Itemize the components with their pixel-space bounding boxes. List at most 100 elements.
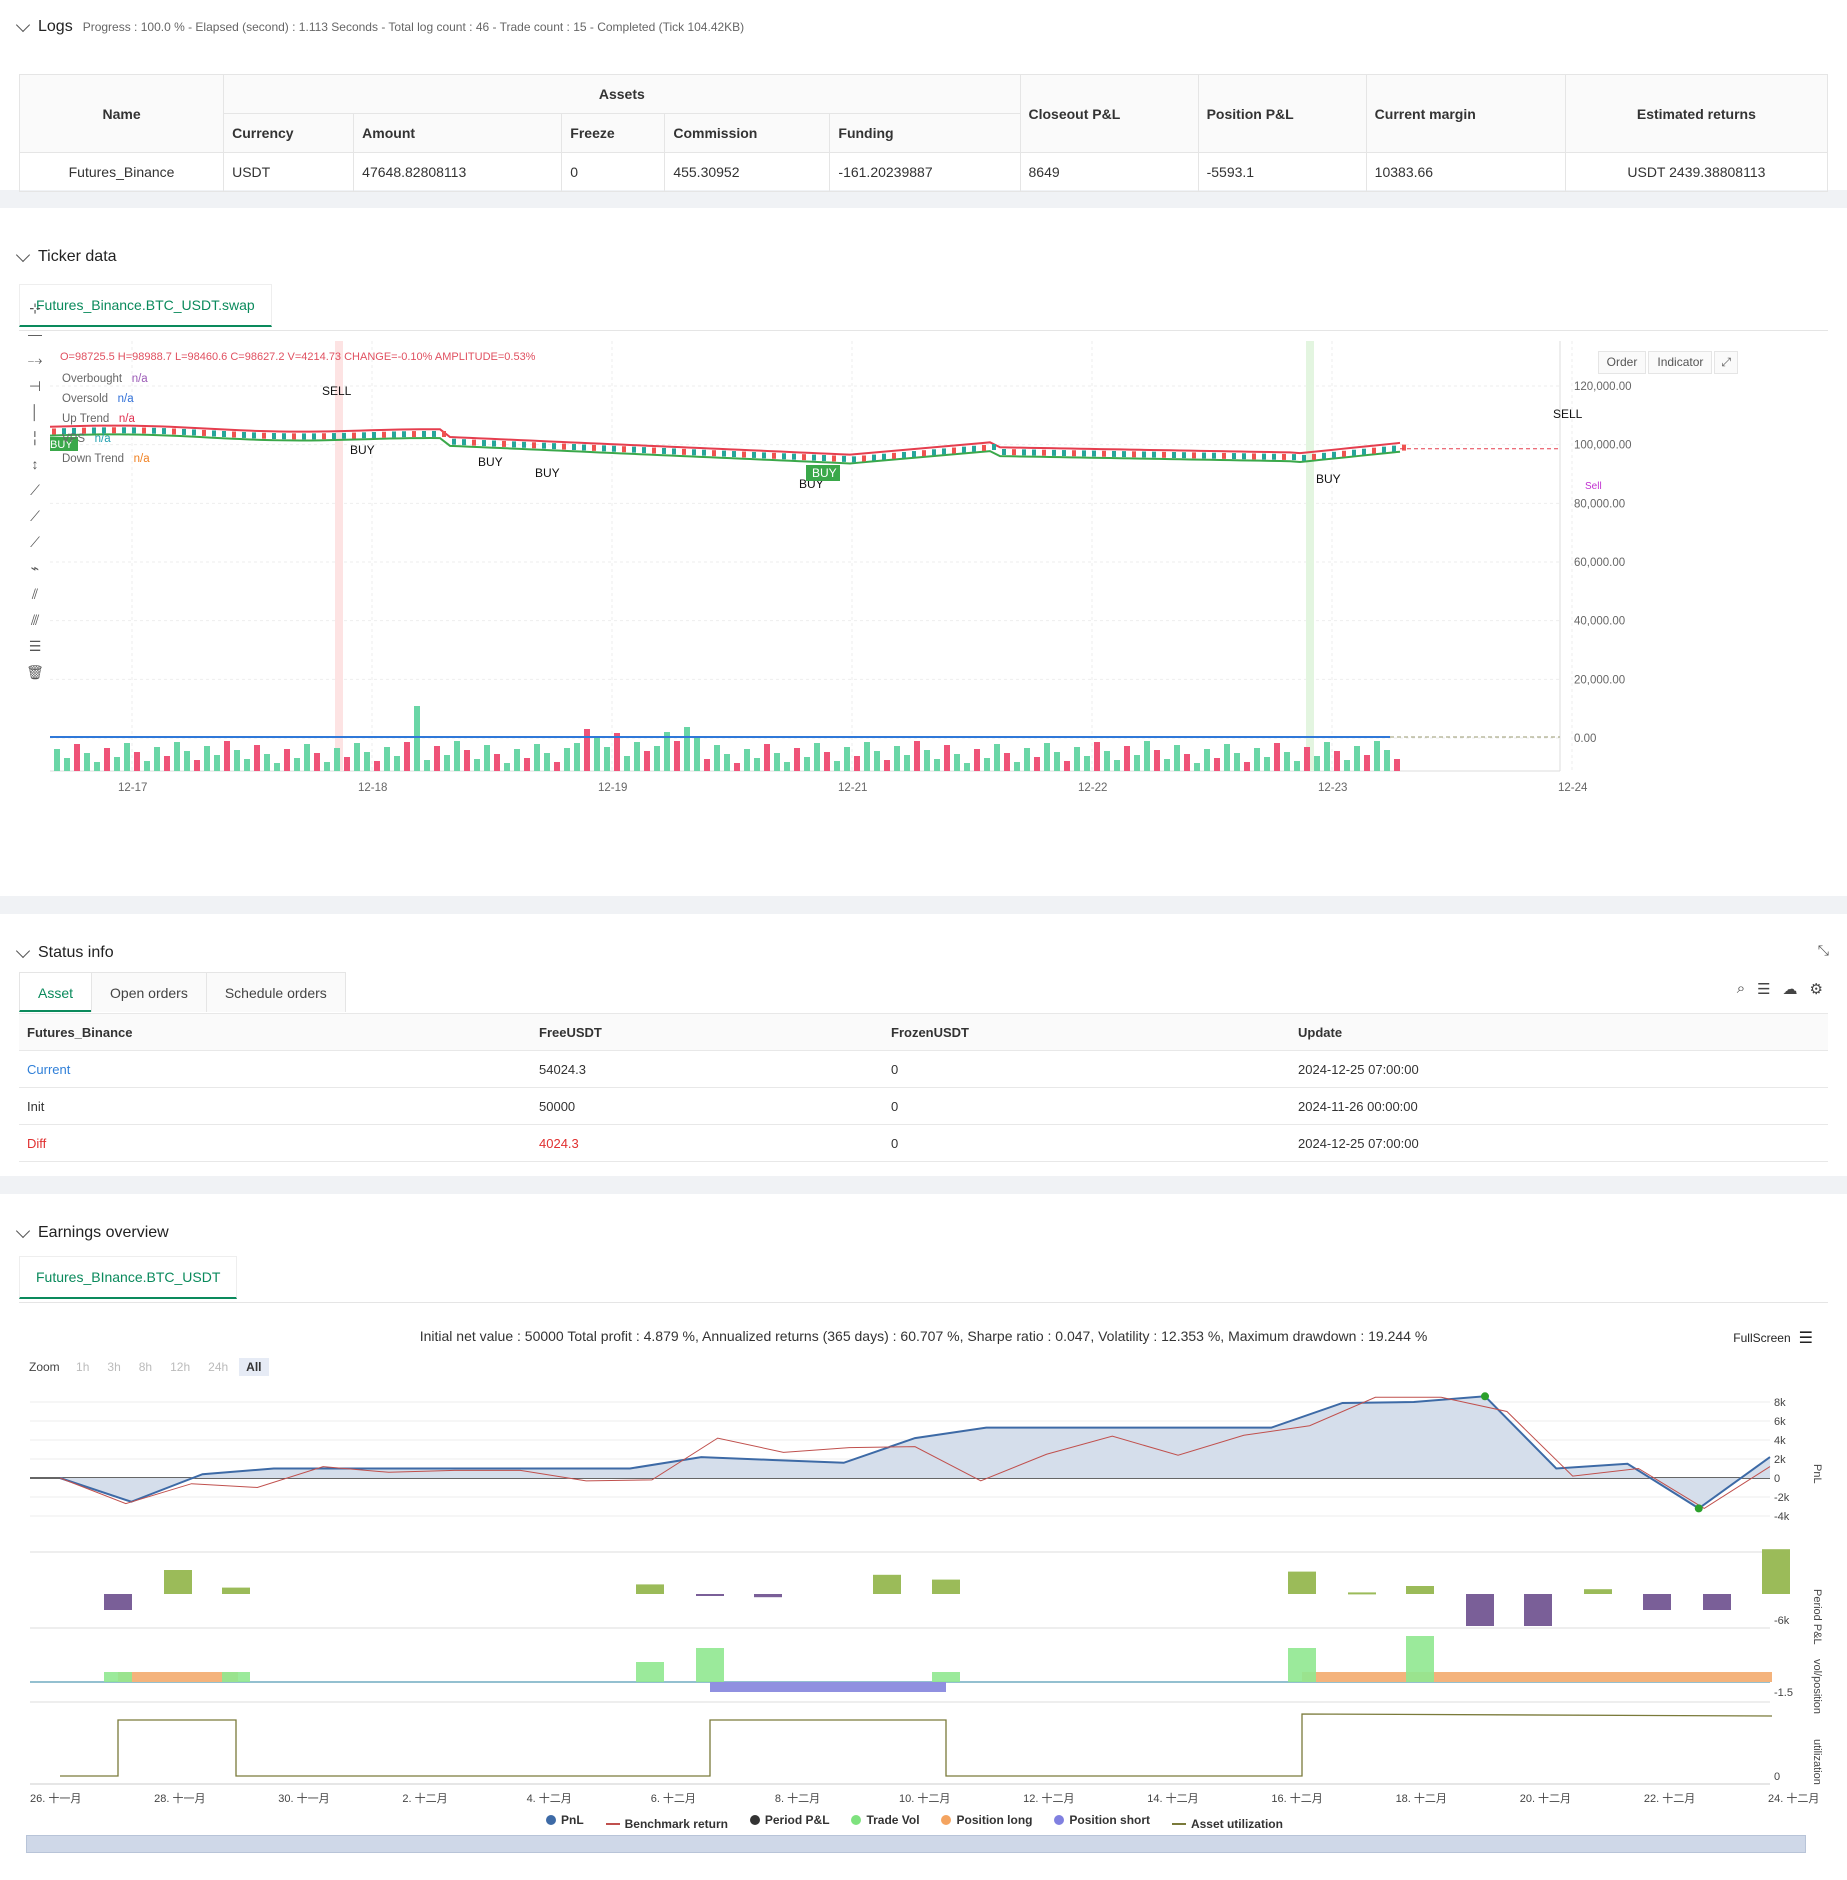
candle: [822, 455, 826, 462]
candle: [972, 445, 976, 452]
candle: [692, 449, 696, 456]
volume-bar: [554, 762, 560, 771]
volume-bar: [404, 742, 410, 771]
menu-icon[interactable]: ☰: [1798, 1330, 1813, 1347]
collapse-chevron-icon[interactable]: [15, 17, 31, 33]
volume-bar: [694, 736, 700, 771]
volume-bar: [274, 763, 280, 771]
trash-icon[interactable]: 🗑: [26, 664, 44, 680]
volume-bar: [1054, 752, 1060, 771]
ticker-chart[interactable]: 120,000.00 100,000.00 80,000.00 60,000.00 40…: [50, 341, 1756, 881]
candle: [1182, 452, 1186, 459]
horizontal-line-icon[interactable]: —: [28, 326, 42, 342]
col-position: Position P&L: [1197, 74, 1367, 153]
col-margin: Current margin: [1365, 74, 1566, 153]
tab-earnings-symbol[interactable]: Futures_BInance.BTC_USDT: [19, 1256, 238, 1299]
zoom-1h[interactable]: 1h: [76, 1360, 90, 1374]
price-line-icon[interactable]: ⌁: [30, 560, 40, 576]
tab-schedule-orders[interactable]: Schedule orders: [205, 972, 346, 1012]
status-header[interactable]: Status info: [15, 943, 114, 962]
volume-bar: [744, 749, 750, 771]
vol-tick-label: -1.5: [1774, 1687, 1793, 1699]
trade-vol-bar: [1288, 1648, 1316, 1682]
zoom-3h[interactable]: 3h: [107, 1360, 121, 1374]
cell-freeze: 0: [561, 152, 666, 192]
earnings-header[interactable]: Earnings overview: [15, 1223, 169, 1242]
candle: [1112, 450, 1116, 457]
candle: [532, 442, 536, 449]
cell-frozen: 0: [883, 1087, 1290, 1125]
tab-open-orders[interactable]: Open orders: [91, 972, 207, 1012]
zoom-24h[interactable]: 24h: [208, 1360, 229, 1374]
legend-asset-utilization[interactable]: Asset utilization: [1171, 1817, 1283, 1831]
candle: [482, 440, 486, 447]
cell-free: 54024.3: [531, 1050, 883, 1088]
list-icon[interactable]: ☰: [1757, 981, 1771, 998]
legend-trade-vol[interactable]: Trade Vol: [851, 1813, 920, 1827]
tab-asset[interactable]: Asset: [19, 972, 93, 1012]
shrink-icon[interactable]: ⤡: [1817, 942, 1829, 958]
row-label-current[interactable]: Current: [19, 1050, 531, 1088]
vertical-ray-icon[interactable]: ↕: [31, 456, 39, 472]
navigator-scrollbar[interactable]: [26, 1835, 1806, 1853]
crosshair-icon[interactable]: ⊹: [29, 300, 41, 316]
candle: [232, 431, 236, 438]
volume-bar: [1074, 747, 1080, 771]
tab-ticker-symbol[interactable]: Futures_Binance.BTC_USDT.swap: [19, 284, 272, 327]
collapse-chevron-icon[interactable]: [15, 943, 31, 959]
parallel-channel-icon[interactable]: ⫽: [31, 586, 39, 602]
zoom-label: Zoom: [29, 1360, 60, 1374]
volume-bar: [914, 741, 920, 771]
col-free: FreeUSDT: [531, 1013, 883, 1051]
volume-bar: [534, 744, 540, 771]
volume-bar: [704, 759, 710, 771]
volume-bar: [344, 757, 350, 771]
legend-benchmark[interactable]: Benchmark return: [605, 1817, 728, 1831]
legend-pnl[interactable]: PnL: [546, 1813, 584, 1827]
candlestick-chart-svg[interactable]: 120,000.00 100,000.00 80,000.00 60,000.00 40…: [50, 341, 1756, 881]
volume-bar: [774, 753, 780, 771]
earnings-chart-svg[interactable]: 8k 6k 4k 2k 0 -2k -4k PnL Period P&L vol/position…: [0, 1384, 1847, 1834]
logs-header[interactable]: Logs Progress : 100.0 % - Elapsed (secon…: [15, 17, 744, 36]
legend-overbought: Overbought n/a: [62, 373, 148, 385]
vertical-line-icon[interactable]: │: [30, 404, 40, 420]
volume-bar: [1224, 744, 1230, 771]
legend-position-long[interactable]: Position long: [941, 1813, 1032, 1827]
volume-bar: [384, 747, 390, 771]
search-icon[interactable]: ⌕: [1736, 980, 1746, 997]
volume-bar: [854, 756, 860, 771]
candle: [922, 450, 926, 457]
horizontal-ray-icon[interactable]: ⊣: [28, 378, 42, 394]
x-date-label: 14. 十二月: [1147, 1791, 1198, 1805]
period-pnl-bar: [1466, 1594, 1494, 1626]
cell-frozen: 0: [883, 1050, 1290, 1088]
ray-icon[interactable]: ⤍: [27, 352, 43, 368]
ticker-header[interactable]: Ticker data: [15, 247, 117, 266]
collapse-chevron-icon[interactable]: [15, 1223, 31, 1239]
period-pnl-bar: [222, 1587, 250, 1594]
gear-icon[interactable]: ⚙: [1809, 981, 1823, 998]
collapse-chevron-icon[interactable]: [15, 247, 31, 263]
y-tick-label: 60,000.00: [1574, 557, 1625, 569]
cloud-icon[interactable]: ☁: [1782, 981, 1798, 998]
volume-bar: [454, 741, 460, 771]
order-button[interactable]: Order: [1597, 351, 1647, 374]
segment-icon[interactable]: ⟋: [30, 508, 40, 524]
fullscreen-icon[interactable]: ⤢: [1714, 351, 1738, 374]
legend-period-pnl[interactable]: Period P&L: [749, 1813, 830, 1827]
fullscreen-button[interactable]: FullScreen ☰: [1733, 1328, 1813, 1348]
period-pnl-bar: [932, 1579, 960, 1594]
trend-line-icon[interactable]: ⟋: [30, 482, 40, 498]
zoom-12h[interactable]: 12h: [170, 1360, 191, 1374]
vertical-segment-icon[interactable]: ╎: [30, 430, 40, 446]
volume-bar: [894, 746, 900, 771]
zoom-all[interactable]: All: [239, 1358, 269, 1376]
indicator-button[interactable]: Indicator: [1648, 351, 1713, 374]
fib-retracement-icon[interactable]: ☰: [28, 638, 42, 654]
volume-bar: [1264, 757, 1270, 771]
volume-bar: [734, 763, 740, 771]
fib-channel-icon[interactable]: ⫻: [30, 612, 40, 628]
zoom-8h[interactable]: 8h: [138, 1360, 153, 1374]
extended-line-icon[interactable]: ⟋: [30, 534, 40, 550]
legend-position-short[interactable]: Position short: [1054, 1813, 1150, 1827]
